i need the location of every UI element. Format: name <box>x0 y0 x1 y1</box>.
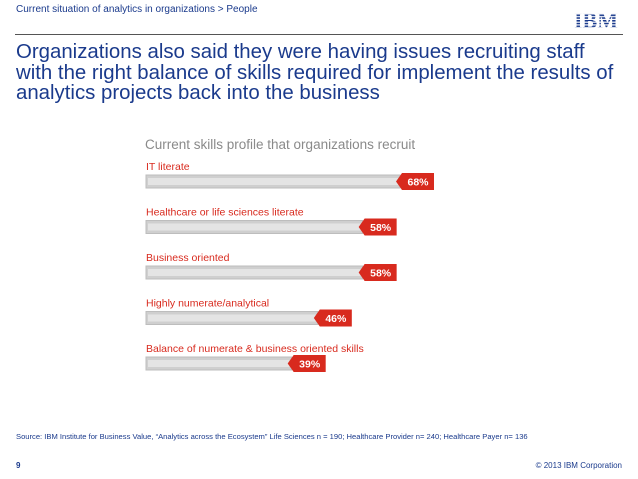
value-label: 46% <box>325 313 347 325</box>
value-label: 39% <box>299 359 321 371</box>
bar-highlight <box>148 269 361 276</box>
value-tag <box>313 309 352 327</box>
value-tag <box>358 264 397 281</box>
breadcrumb: Current situation of analytics in organi… <box>16 4 258 15</box>
chart-title: Current skills profile that organization… <box>145 137 415 152</box>
category-label: Healthcare or life sciences literate <box>146 207 304 219</box>
value-label: 58% <box>370 268 392 280</box>
bar-highlight <box>148 314 316 322</box>
bar-highlight <box>148 223 361 231</box>
ibm-logo-text: IBM <box>574 9 618 31</box>
header-divider <box>15 34 623 35</box>
category-label: Balance of numerate & business oriented … <box>146 343 364 355</box>
bar-highlight <box>148 360 290 367</box>
copyright: © 2013 IBM Corporation <box>535 461 622 470</box>
category-label: Highly numerate/analytical <box>146 298 269 310</box>
value-label: 68% <box>407 177 429 189</box>
value-tag <box>287 355 326 372</box>
source-note: Source: IBM Institute for Business Value… <box>16 432 528 441</box>
page-number: 9 <box>16 461 21 470</box>
page-title: Organizations also said they were having… <box>16 41 614 105</box>
value-tag <box>358 218 397 236</box>
value-label: 58% <box>370 222 392 234</box>
ibm-logo: IBM <box>574 9 618 31</box>
bar-highlight <box>148 178 398 185</box>
category-label: IT literate <box>146 161 190 173</box>
category-label: Business oriented <box>146 252 230 264</box>
value-tag <box>396 173 434 190</box>
